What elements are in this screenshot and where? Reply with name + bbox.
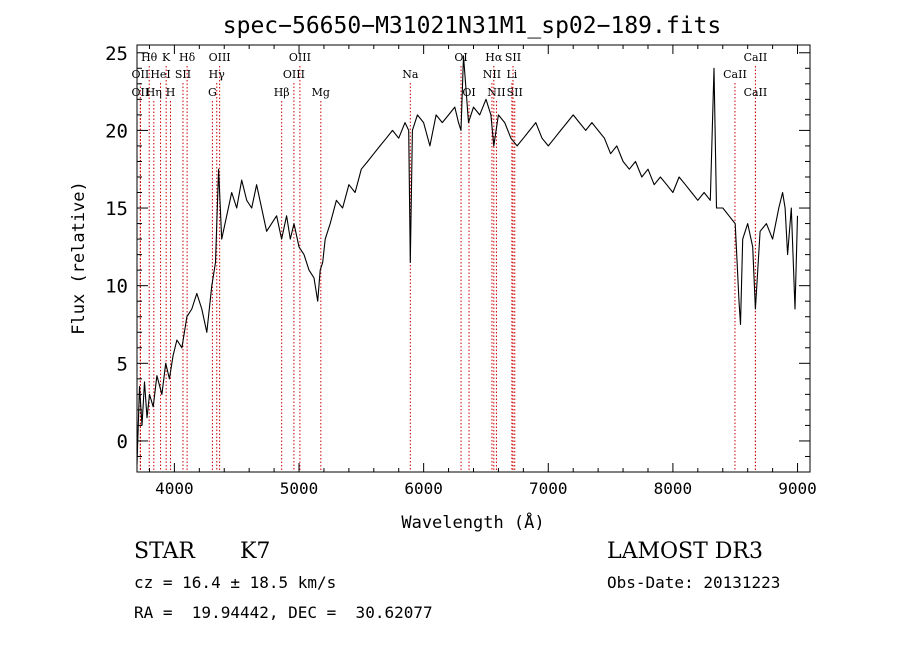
line-label-18: OI <box>462 86 475 99</box>
x-tick-label-2: 6000 <box>404 479 443 498</box>
line-label-1: OII <box>132 68 150 81</box>
chart-title: spec−56650−M31021N31M1_sp02−189.fits <box>223 13 722 39</box>
plot-frame <box>136 44 811 473</box>
line-label-5: K <box>162 51 171 64</box>
line-label-2: OII <box>132 86 150 99</box>
line-label-23: Li <box>506 68 517 81</box>
spectrum-line <box>136 55 799 465</box>
line-label-22: SII <box>505 51 521 64</box>
line-label-17: OI <box>454 51 467 64</box>
object-class: STAR <box>134 539 195 564</box>
survey-name: LAMOST DR3 <box>607 539 763 564</box>
y-tick-label-2: 10 <box>105 276 128 298</box>
line-label-8: Hδ <box>179 51 196 64</box>
line-label-4: HeI <box>150 68 170 81</box>
line-label-0: Hθ <box>141 51 158 64</box>
line-label-14: OIII <box>283 68 305 81</box>
line-label-20: NII <box>483 68 501 81</box>
y-tick-label-5: 25 <box>105 43 128 65</box>
x-axis: 4000 5000 6000 7000 8000 9000 <box>148 45 817 498</box>
x-tick-label-4: 8000 <box>654 479 693 498</box>
obs-date: Obs-Date: 20131223 <box>607 573 781 592</box>
line-label-26: CaII <box>723 68 747 81</box>
ra-dec: RA = 19.94442, DEC = 30.62077 <box>134 603 433 622</box>
line-label-12: Hβ <box>274 86 290 99</box>
spectral-line-markers <box>139 66 756 472</box>
line-label-9: OIII <box>209 51 231 64</box>
line-label-15: Mg <box>312 86 330 99</box>
line-label-7: H <box>166 86 176 99</box>
y-tick-label-4: 20 <box>105 120 128 142</box>
line-label-10: Hγ <box>209 68 226 81</box>
line-label-6: SII <box>175 68 191 81</box>
y-axis-label: Flux (relative) <box>69 181 89 335</box>
x-tick-label-5: 9000 <box>778 479 817 498</box>
redshift-cz: cz = 16.4 ± 18.5 km/s <box>134 573 337 592</box>
y-tick-label-1: 5 <box>117 353 128 375</box>
object-subclass: K7 <box>240 539 271 564</box>
line-label-24: SII <box>507 86 523 99</box>
x-tick-label-1: 5000 <box>280 479 319 498</box>
line-label-11: G <box>208 86 217 99</box>
y-tick-label-0: 0 <box>117 431 128 453</box>
y-tick-label-3: 15 <box>105 198 128 220</box>
y-axis: 0 5 10 15 20 25 <box>105 43 810 457</box>
line-label-21: NII <box>487 86 505 99</box>
x-tick-label-0: 4000 <box>155 479 194 498</box>
line-label-19: Hα <box>485 51 503 64</box>
line-label-27: CaII <box>744 86 768 99</box>
line-label-25: CaII <box>744 51 768 64</box>
line-label-16: Na <box>402 68 419 81</box>
x-tick-label-3: 7000 <box>529 479 568 498</box>
line-label-13: OIII <box>289 51 311 64</box>
line-label-3: Hη <box>146 86 162 99</box>
x-axis-label: Wavelength (Å) <box>401 511 544 533</box>
